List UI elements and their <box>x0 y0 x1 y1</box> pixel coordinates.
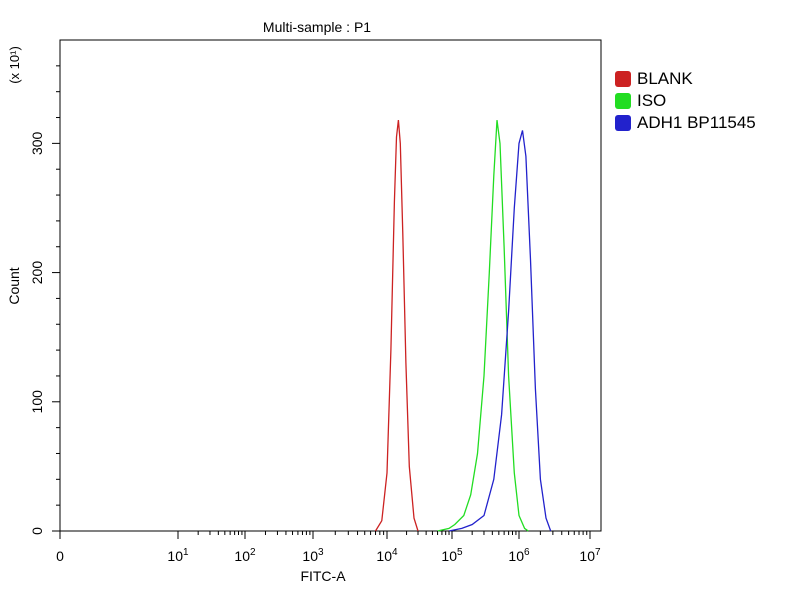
x-tick-label: 0 <box>56 548 64 564</box>
y-tick-label: 0 <box>29 527 45 535</box>
series-layer <box>374 120 552 532</box>
legend-item: ISO <box>615 90 756 112</box>
x-tick-label: 103 <box>302 547 324 564</box>
y-axis: 0 100 200 300 <box>29 65 60 535</box>
x-tick-label: 107 <box>579 547 601 564</box>
series-line-1 <box>374 120 419 532</box>
x-tick-label: 104 <box>376 547 398 564</box>
series-line-2 <box>437 120 529 532</box>
series-line-3 <box>448 130 552 532</box>
y-tick-label: 100 <box>29 390 45 414</box>
y-axis-label: Count <box>6 267 22 304</box>
legend-label: ISO <box>637 91 667 110</box>
legend-swatch <box>615 71 631 87</box>
x-axis: 0 101 102 103 104 105 106 107 <box>56 531 601 564</box>
x-tick-label: 106 <box>508 547 530 564</box>
x-tick-label: 102 <box>234 547 256 564</box>
chart-title: Multi-sample : P1 <box>263 19 371 35</box>
plot-area <box>59 39 602 532</box>
x-tick-label: 101 <box>167 547 189 564</box>
legend: BLANK ISO ADH1 BP11545 <box>615 68 756 134</box>
legend-label: BLANK <box>637 69 693 88</box>
legend-label: ADH1 BP11545 <box>637 113 756 132</box>
legend-swatch <box>615 93 631 109</box>
legend-item: ADH1 BP11545 <box>615 112 756 134</box>
y-tick-label: 300 <box>29 131 45 155</box>
x-tick-label: 105 <box>441 547 463 564</box>
x-axis-label: FITC-A <box>300 568 346 584</box>
y-multiplier-label: (x 10¹) <box>7 46 22 84</box>
legend-item: BLANK <box>615 68 756 90</box>
legend-swatch <box>615 115 631 131</box>
y-tick-label: 200 <box>29 261 45 285</box>
